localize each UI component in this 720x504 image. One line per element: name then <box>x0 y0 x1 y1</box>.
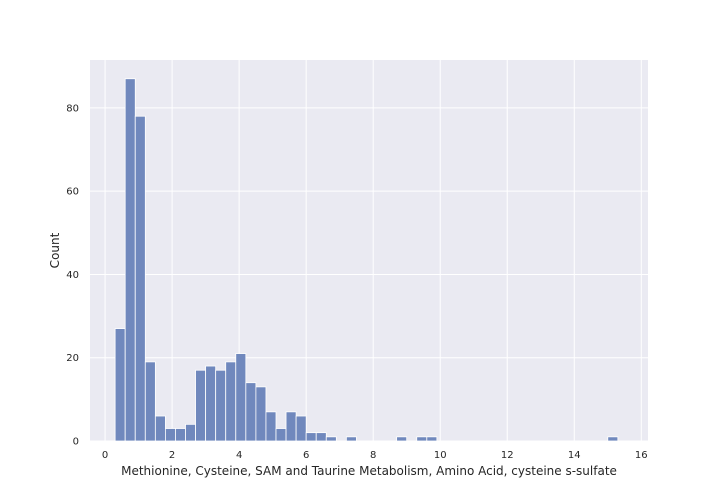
histogram-bar <box>215 369 227 442</box>
x-tick-label: 8 <box>370 450 376 461</box>
y-tick-label: 60 <box>66 187 79 198</box>
histogram-bar <box>325 436 337 442</box>
histogram-bar <box>134 115 146 442</box>
bars <box>114 78 619 442</box>
histogram-bar <box>396 436 408 442</box>
y-axis-ticks: 0 20 40 60 80 <box>66 103 79 447</box>
x-tick-label: 4 <box>236 450 242 461</box>
x-tick-label: 2 <box>169 450 175 461</box>
histogram-bar <box>607 436 619 442</box>
y-tick-label: 20 <box>66 353 79 364</box>
x-tick-label: 10 <box>434 450 447 461</box>
y-tick-label: 0 <box>73 437 79 448</box>
histogram-bar <box>255 386 267 442</box>
y-axis-label: Count <box>48 232 62 268</box>
histogram-bar <box>315 432 327 442</box>
histogram-bar <box>165 428 176 442</box>
histogram-bar <box>275 428 287 442</box>
histogram-bar <box>305 432 317 442</box>
x-tick-label: 0 <box>102 450 108 461</box>
histogram-bar <box>144 361 156 442</box>
x-tick-label: 14 <box>568 450 581 461</box>
x-axis-label: Methionine, Cysteine, SAM and Taurine Me… <box>121 464 617 478</box>
histogram-bar <box>426 436 438 442</box>
grid-lines <box>90 60 648 442</box>
histogram-bar <box>205 365 217 442</box>
histogram-bar <box>345 436 357 442</box>
x-tick-label: 12 <box>501 450 514 461</box>
histogram-bar <box>265 411 277 442</box>
histogram-bar <box>285 411 297 442</box>
plot-area <box>90 60 648 441</box>
y-tick-label: 80 <box>66 103 79 114</box>
histogram-bar <box>114 328 126 442</box>
histogram-bar <box>185 423 196 442</box>
x-axis-ticks: 0 2 4 6 8 10 12 14 16 <box>102 450 648 461</box>
histogram-bar <box>225 361 237 442</box>
histogram-bar <box>195 369 207 442</box>
histogram-bar <box>245 382 257 442</box>
histogram-bar <box>295 415 307 442</box>
histogram-bar <box>416 436 428 442</box>
histogram-bar <box>235 353 247 442</box>
x-tick-label: 16 <box>635 450 648 461</box>
histogram-bar <box>154 415 166 442</box>
histogram-bar <box>124 78 136 442</box>
y-tick-label: 40 <box>66 270 79 281</box>
x-tick-label: 6 <box>303 450 309 461</box>
histogram-bar <box>175 428 186 442</box>
